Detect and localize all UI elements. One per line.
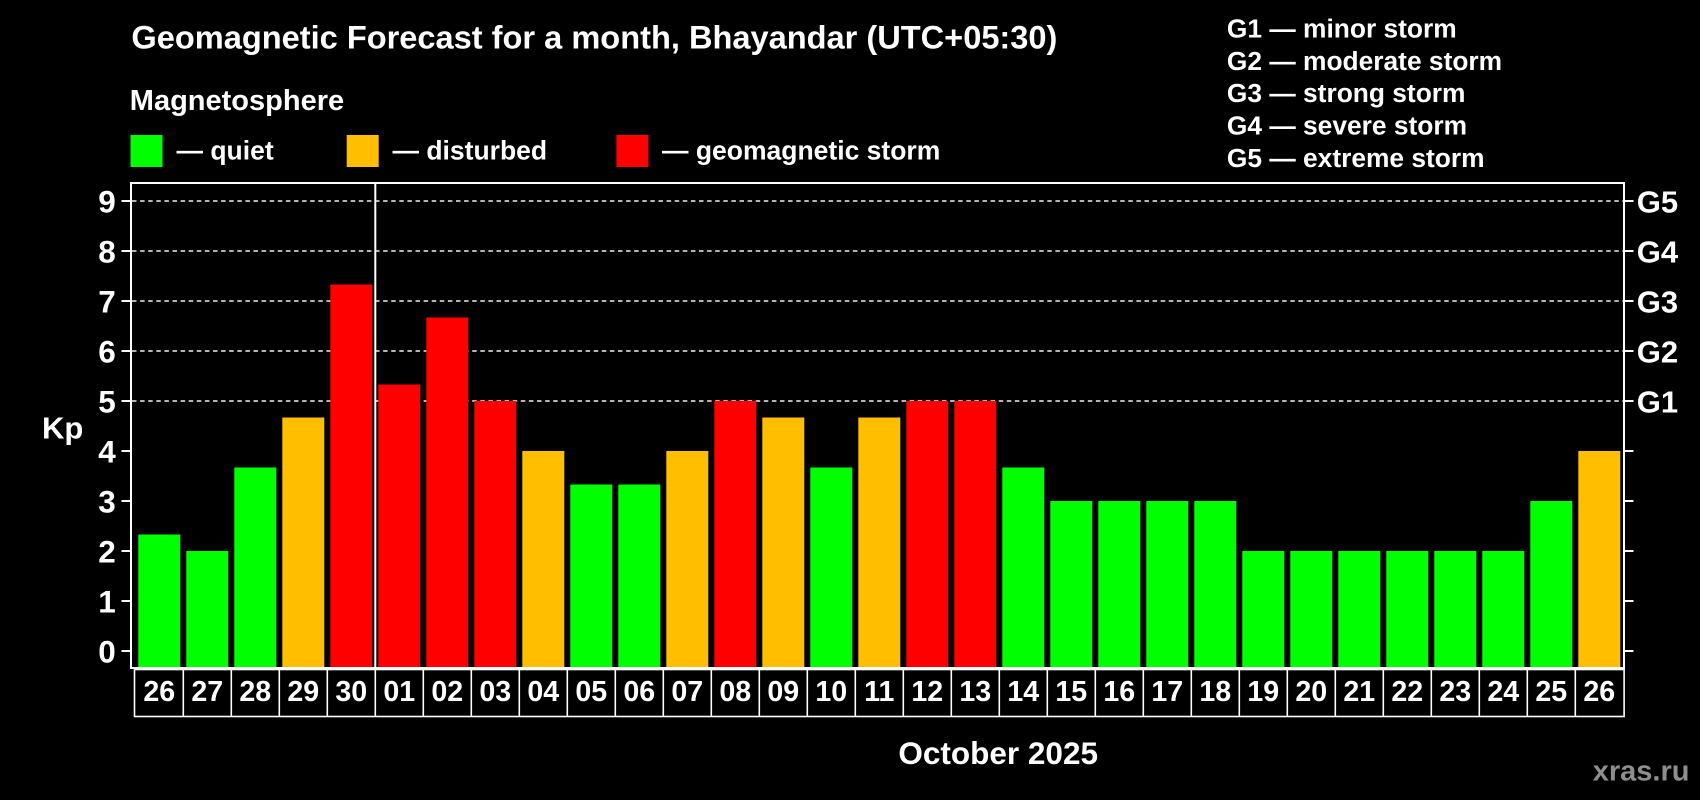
svg-text:— disturbed: — disturbed [393,135,548,165]
svg-text:6: 6 [98,334,116,370]
svg-text:09: 09 [767,676,799,708]
svg-text:8: 8 [98,234,116,270]
svg-text:G4: G4 [1637,235,1679,270]
svg-text:30: 30 [335,676,367,708]
svg-text:12: 12 [911,676,943,708]
svg-text:17: 17 [1151,676,1183,708]
svg-text:October 2025: October 2025 [898,735,1098,771]
svg-text:1: 1 [98,584,116,620]
svg-text:11: 11 [864,676,894,708]
svg-text:13: 13 [959,676,991,708]
svg-text:3: 3 [98,484,116,520]
svg-text:21: 21 [1343,676,1375,708]
svg-text:G3 — strong storm: G3 — strong storm [1227,78,1466,108]
svg-text:19: 19 [1247,676,1279,708]
svg-text:— quiet: — quiet [177,135,274,165]
svg-text:22: 22 [1391,676,1423,708]
svg-text:01: 01 [383,676,415,708]
svg-text:xras.ru: xras.ru [1593,756,1690,788]
svg-text:0: 0 [98,634,116,670]
svg-text:25: 25 [1535,676,1567,708]
svg-text:G4 — severe storm: G4 — severe storm [1227,111,1467,141]
svg-text:7: 7 [98,284,116,320]
svg-text:5: 5 [98,384,116,420]
svg-text:18: 18 [1199,676,1231,708]
svg-text:— geomagnetic storm: — geomagnetic storm [662,135,940,165]
svg-text:23: 23 [1439,676,1471,708]
svg-text:4: 4 [98,434,116,470]
svg-text:05: 05 [575,676,607,708]
svg-text:29: 29 [287,676,319,708]
svg-text:02: 02 [431,676,463,708]
svg-text:9: 9 [98,184,116,220]
svg-text:10: 10 [815,676,847,708]
svg-text:07: 07 [671,676,703,708]
svg-text:Magnetosphere: Magnetosphere [130,85,344,117]
svg-text:Kp: Kp [42,411,83,446]
svg-text:27: 27 [191,676,223,708]
svg-text:26: 26 [1583,676,1615,708]
svg-text:G5 — extreme storm: G5 — extreme storm [1227,143,1485,173]
svg-text:04: 04 [527,676,559,708]
svg-text:14: 14 [1007,676,1039,708]
svg-text:Geomagnetic Forecast for a mon: Geomagnetic Forecast for a month, Bhayan… [131,19,1057,56]
svg-text:G1: G1 [1637,385,1678,420]
svg-text:2: 2 [98,534,116,570]
svg-text:G1 — minor storm: G1 — minor storm [1227,13,1457,43]
svg-text:28: 28 [239,676,271,708]
svg-text:G2: G2 [1637,335,1678,370]
svg-text:G2 — moderate storm: G2 — moderate storm [1227,46,1502,76]
svg-text:06: 06 [623,676,655,708]
svg-text:15: 15 [1055,676,1087,708]
svg-text:G3: G3 [1637,285,1678,320]
svg-text:26: 26 [143,676,175,708]
svg-text:G5: G5 [1637,185,1678,220]
svg-text:16: 16 [1103,676,1135,708]
svg-text:20: 20 [1295,676,1327,708]
svg-text:08: 08 [719,676,751,708]
svg-text:24: 24 [1487,676,1519,708]
svg-text:03: 03 [479,676,511,708]
